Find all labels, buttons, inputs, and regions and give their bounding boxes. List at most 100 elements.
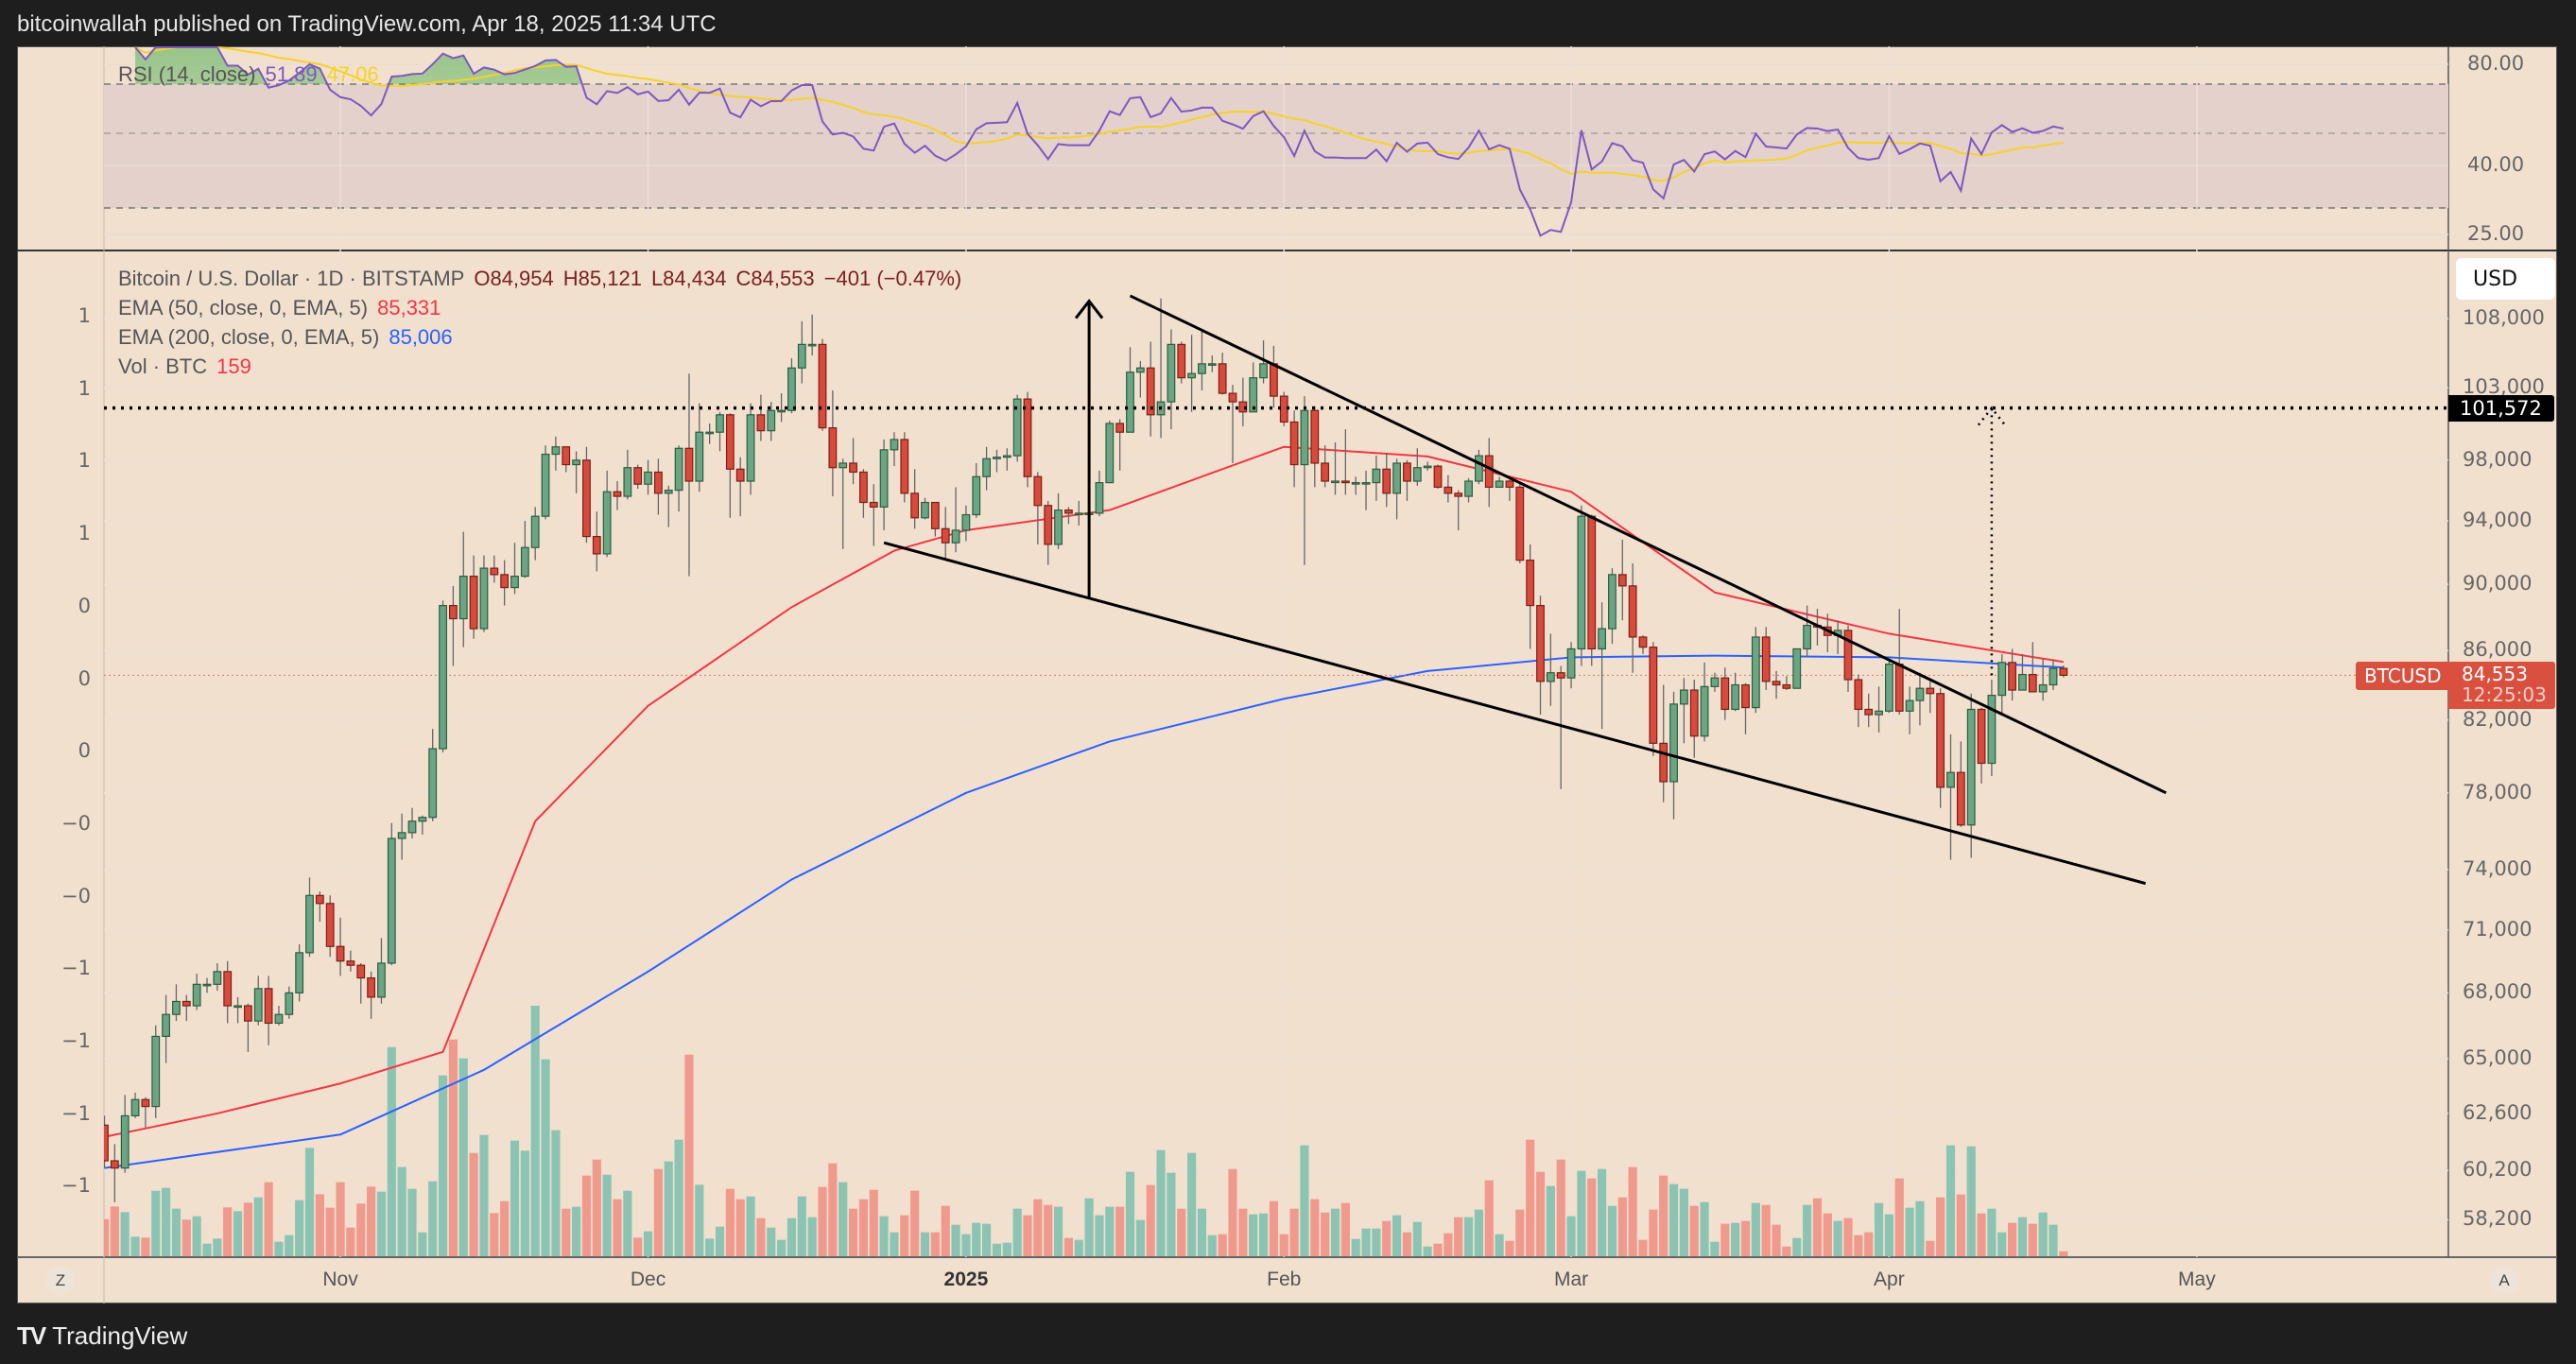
volume-bar	[1279, 1234, 1288, 1256]
candle	[449, 585, 458, 666]
candle	[1679, 678, 1688, 744]
candle-body	[1361, 482, 1371, 485]
candle	[2049, 659, 2058, 691]
candle-body	[1803, 624, 1812, 650]
candle-body	[1782, 683, 1791, 689]
timezone-button[interactable]: Z	[46, 1267, 75, 1295]
candle	[1761, 627, 1771, 691]
candle-body	[1249, 377, 1258, 413]
time-axis-label: 2025	[943, 1269, 989, 1290]
volume-bar	[1945, 1145, 1956, 1256]
candle-body	[530, 515, 540, 548]
volume-bar	[735, 1199, 745, 1256]
volume-bar	[1044, 1204, 1053, 1256]
candle	[202, 977, 212, 993]
candle-body	[141, 1098, 150, 1108]
volume-bar	[1803, 1204, 1812, 1256]
tradingview-logo[interactable]: TV TradingView	[17, 1321, 187, 1351]
candle	[110, 1144, 119, 1202]
volume-bar	[1177, 1208, 1186, 1256]
ema50-value: 85,331	[377, 296, 441, 319]
candle-body	[787, 367, 796, 411]
volume-bar	[376, 1191, 387, 1256]
time-axis-label: Dec	[630, 1269, 666, 1290]
volume-bar	[756, 1217, 766, 1256]
volume-bar	[705, 1238, 715, 1256]
candle-body	[1454, 492, 1463, 497]
candle	[921, 497, 929, 520]
rsi-legend[interactable]: RSI (14, close) 51.89 47.06	[118, 62, 389, 87]
volume-bar	[1484, 1180, 1494, 1256]
candle	[213, 962, 222, 992]
volume-bar	[1689, 1205, 1699, 1256]
volume-bar	[1310, 1199, 1320, 1256]
volume-bar	[356, 1203, 366, 1256]
candle	[1741, 682, 1750, 734]
candle	[982, 446, 992, 491]
ema200-legend[interactable]: EMA (200, close, 0, EMA, 5) 85,006	[118, 325, 462, 350]
candle-body	[1854, 679, 1863, 711]
candle-body	[1269, 363, 1278, 397]
candle	[1403, 459, 1411, 501]
candle	[695, 403, 704, 492]
volume-bar	[684, 1054, 694, 1256]
volume-bar	[992, 1243, 1002, 1256]
volume-bar	[1761, 1204, 1771, 1256]
rsi-axis-label: 40.00	[2467, 153, 2525, 176]
last-price-label: 84,553 12:25:03	[2448, 662, 2555, 709]
volume-bar	[1617, 1197, 1627, 1256]
candle-body	[1063, 509, 1073, 514]
volume-bar	[141, 1237, 150, 1256]
candle	[1187, 335, 1197, 412]
candle-body	[572, 459, 580, 466]
volume-bar	[1105, 1206, 1115, 1256]
volume-bar	[1463, 1217, 1474, 1256]
candle	[725, 413, 735, 518]
ema50-legend[interactable]: EMA (50, close, 0, EMA, 5) 85,331	[118, 296, 450, 320]
candle	[1617, 539, 1627, 621]
candle	[244, 1003, 252, 1052]
volume-bar	[2028, 1223, 2037, 1256]
candle	[644, 459, 652, 495]
candle-body	[1484, 455, 1494, 489]
volume-bar	[1823, 1213, 1832, 1256]
candle-body	[1167, 343, 1176, 403]
candle	[1207, 355, 1217, 372]
volume-bar	[1977, 1213, 1986, 1256]
candle	[1700, 662, 1709, 742]
candle	[1464, 477, 1473, 503]
volume-bar	[1321, 1212, 1330, 1256]
volume-bar	[1330, 1208, 1340, 1256]
candle-body	[1146, 367, 1155, 416]
volume-bar	[1659, 1175, 1668, 1256]
candle-body	[1198, 363, 1206, 374]
candle-body	[972, 475, 981, 516]
volume-bar	[367, 1186, 376, 1256]
volume-bar	[162, 1187, 171, 1256]
volume-bar	[869, 1189, 878, 1256]
volume-legend[interactable]: Vol · BTC 159	[118, 354, 261, 379]
candle	[1279, 391, 1288, 427]
candle	[1146, 341, 1155, 437]
candle	[1926, 681, 1935, 714]
volume-value: 159	[216, 354, 251, 378]
volume-bar	[1361, 1228, 1371, 1256]
ohlc-low: L84,434	[650, 267, 727, 290]
bar-countdown: 12:25:03	[2462, 683, 2547, 706]
candle-body	[1095, 482, 1104, 514]
auto-scale-button[interactable]: A	[2490, 1267, 2518, 1295]
volume-bar	[1700, 1201, 1709, 1256]
candle-body	[1126, 371, 1134, 433]
candle	[1556, 665, 1565, 789]
candle	[1956, 741, 1965, 827]
currency-button[interactable]: USD	[2456, 258, 2555, 300]
volume-bar	[264, 1182, 273, 1256]
volume-bar	[1197, 1208, 1207, 1256]
price-axis-label: 78,000	[2463, 780, 2533, 803]
rsi-band	[104, 84, 2448, 208]
candle-body	[1905, 699, 1914, 712]
volume-bar	[848, 1208, 858, 1256]
volume-bar	[2017, 1217, 2028, 1256]
symbol-legend[interactable]: Bitcoin / U.S. Dollar · 1D · BITSTAMP O84…	[118, 267, 971, 291]
